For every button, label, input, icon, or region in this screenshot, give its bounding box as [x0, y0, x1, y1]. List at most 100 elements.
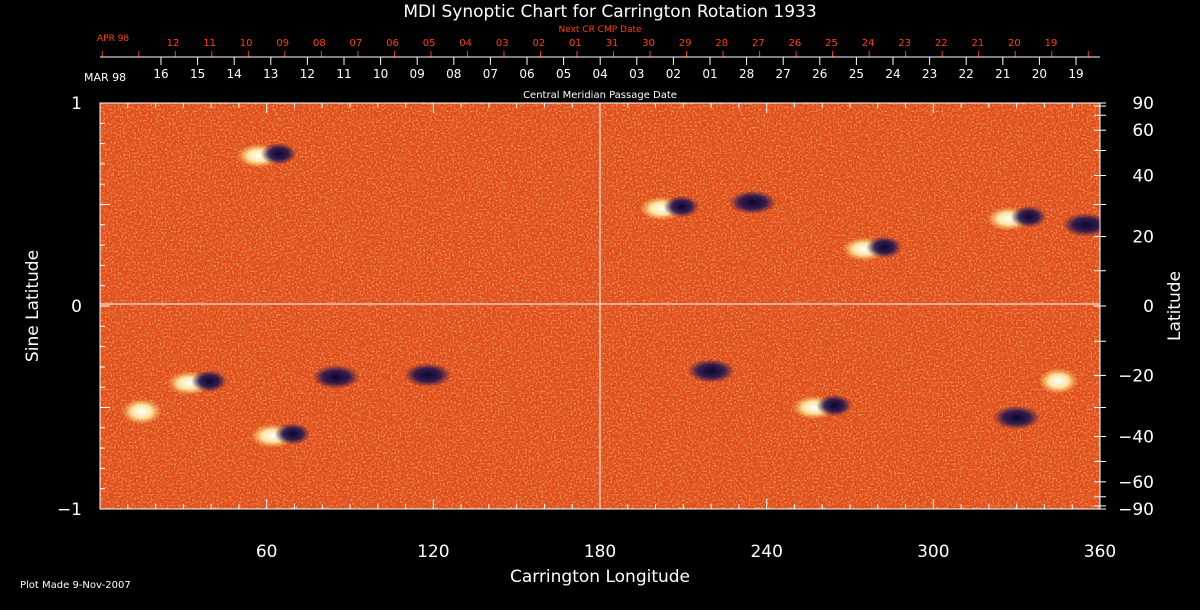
y-tick-label-right: 40	[1132, 167, 1154, 187]
next-cr-date-label: 29	[679, 38, 692, 49]
y-tick-label-right: 90	[1132, 94, 1154, 114]
y-axis-label-right: Latitude	[1165, 271, 1185, 341]
next-cr-axis: 12 11 10 09 08 07 06 05 04 03 02 01 31 30 29 28 27 26 25 24…	[101, 38, 1089, 57]
active-region	[403, 363, 452, 388]
next-cr-date-label: 10	[240, 38, 253, 49]
next-cr-date-label: 11	[203, 38, 216, 49]
next-cr-date-label: 23	[898, 38, 911, 49]
region-negative	[260, 142, 297, 165]
next-cr-date-label: 30	[642, 38, 655, 49]
y-axis-left: 1 0 −1	[57, 94, 110, 520]
x-tick-label: 180	[584, 542, 616, 562]
cmp-date-label: 04	[593, 67, 608, 81]
cmp-date-label: 14	[227, 67, 242, 81]
active-region	[639, 195, 700, 221]
active-region	[792, 394, 853, 420]
cmp-date-label: 08	[446, 67, 461, 81]
y-axis-right: 90 60 40 20 0 −20 −40 −60 −90	[1094, 94, 1154, 520]
region-negative	[191, 370, 228, 393]
region-negative	[403, 363, 452, 388]
active-region	[121, 398, 162, 425]
cmp-date-label: 02	[666, 67, 681, 81]
cmp-date-label: 20	[1032, 67, 1047, 81]
next-cr-date-label: 27	[752, 38, 765, 49]
active-region	[1038, 368, 1079, 395]
cmp-date-label: 09	[410, 67, 425, 81]
cmp-date-label: 19	[1068, 67, 1083, 81]
x-tick-label: 120	[417, 542, 449, 562]
cmp-date-label: 12	[300, 67, 315, 81]
next-cr-date-label: 25	[825, 38, 838, 49]
region-negative	[663, 195, 700, 218]
cmp-date-label: 23	[922, 67, 937, 81]
region-negative	[866, 236, 903, 259]
cmp-date-label: 03	[629, 67, 644, 81]
active-regions	[121, 142, 1100, 448]
next-cr-date-label: 12	[167, 38, 180, 49]
y-tick-label-right: 60	[1132, 121, 1154, 141]
cmp-date-label: 24	[885, 67, 900, 81]
chart-title: MDI Synoptic Chart for Carrington Rotati…	[403, 2, 816, 22]
cmp-date-label: 15	[190, 67, 205, 81]
x-axis: 60 120 180 240 300 360	[127, 103, 1116, 562]
x-axis-label: Carrington Longitude	[510, 567, 690, 587]
cmp-date-label: 28	[739, 67, 754, 81]
y-tick-label-right: −40	[1118, 427, 1154, 447]
next-cr-date-label: 03	[496, 38, 509, 49]
y-tick-label-right: −20	[1118, 366, 1154, 386]
active-region	[1062, 212, 1100, 237]
next-cr-date-label: 05	[423, 38, 436, 49]
next-cr-date-label: 31	[606, 38, 619, 49]
y-tick-label-right: −90	[1118, 500, 1154, 520]
next-cr-date-label: 09	[276, 38, 289, 49]
active-region	[236, 142, 297, 168]
next-cr-date-label: 01	[569, 38, 582, 49]
cmp-date-label: 27	[776, 67, 791, 81]
y-tick-label-left: 0	[71, 297, 82, 317]
next-cr-month: APR 98	[97, 34, 129, 44]
region-negative	[1062, 212, 1100, 237]
region-negative	[687, 358, 736, 383]
next-cr-date-label: 24	[862, 38, 875, 49]
next-cr-date-label: 19	[1045, 38, 1058, 49]
region-negative	[274, 422, 311, 445]
region-positive	[1038, 368, 1079, 395]
cmp-date-label: 13	[263, 67, 278, 81]
active-region	[842, 236, 903, 262]
region-negative	[816, 394, 853, 417]
y-tick-label-right: 20	[1132, 228, 1154, 248]
next-cr-date-label: 04	[459, 38, 472, 49]
y-tick-label-right: 0	[1143, 297, 1154, 317]
x-tick-label: 360	[1084, 542, 1116, 562]
active-region	[687, 358, 736, 383]
region-negative	[992, 405, 1041, 430]
cmp-date-label: 07	[483, 67, 498, 81]
cmp-date-label: 26	[812, 67, 827, 81]
next-cr-date-label: 06	[386, 38, 399, 49]
cmp-date-label: 06	[519, 67, 534, 81]
y-tick-label-left: −1	[57, 500, 82, 520]
y-tick-label-right: −60	[1118, 473, 1154, 493]
cmp-date-label: 10	[373, 67, 388, 81]
plot-made-note: Plot Made 9-Nov-2007	[20, 580, 131, 591]
region-negative	[312, 365, 361, 390]
cmp-date-label: 05	[556, 67, 571, 81]
x-tick-label: 300	[917, 542, 949, 562]
active-region	[986, 205, 1047, 231]
active-region	[992, 405, 1041, 430]
active-region	[167, 370, 228, 396]
region-negative	[1010, 205, 1047, 228]
cmp-date-axis: 16 15 14 13 12 11 10 09 08 07 06 05 04 03 02 01 28 27 26 25…	[100, 56, 1100, 81]
cmp-date-label: 11	[336, 67, 351, 81]
cmp-date-label: 22	[959, 67, 974, 81]
x-tick-label: 60	[256, 542, 278, 562]
cmp-date-label: 21	[995, 67, 1010, 81]
next-cr-date-label: 08	[313, 38, 326, 49]
y-tick-label-left: 1	[71, 94, 82, 114]
top-axis-label: Central Meridian Passage Date	[523, 90, 677, 101]
region-negative	[728, 190, 777, 215]
cmp-date-label: 01	[702, 67, 717, 81]
region-positive	[121, 398, 162, 425]
active-region	[728, 190, 777, 215]
next-cr-date-label: 22	[935, 38, 948, 49]
